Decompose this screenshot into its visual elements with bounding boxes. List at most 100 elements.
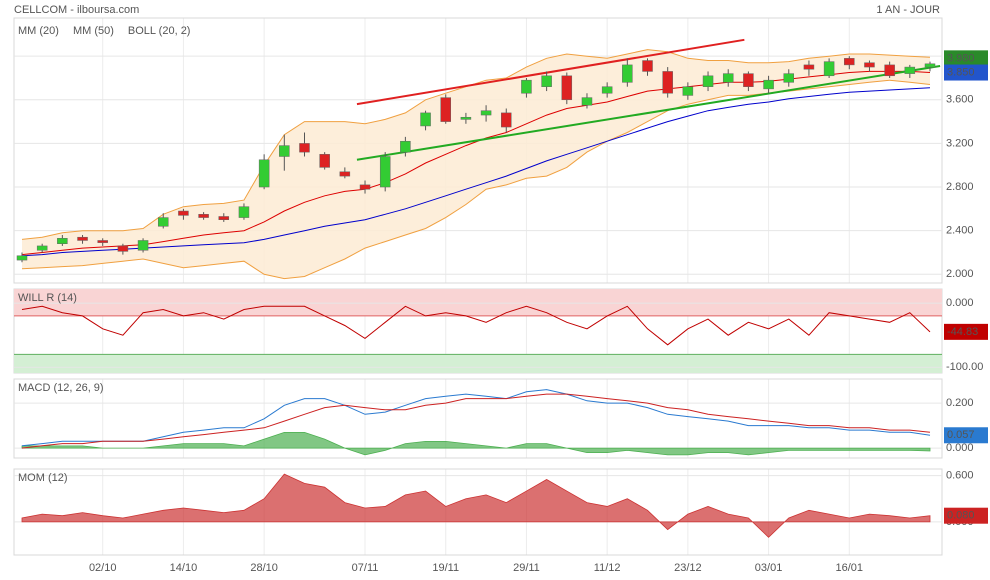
candle-body: [359, 184, 371, 190]
candle-body: [884, 64, 895, 77]
value-marker-label: 3.980: [947, 52, 975, 64]
x-tick-label: 29/11: [513, 562, 540, 574]
candle-body: [258, 159, 270, 188]
y-tick-label: 0.600: [946, 470, 974, 482]
moving-average: [21, 87, 931, 257]
candle-body: [844, 58, 855, 66]
candle-body: [137, 240, 149, 251]
period: 1 AN - JOUR: [876, 4, 940, 16]
y-tick-label: 2.400: [946, 225, 974, 237]
candle-body: [16, 255, 28, 261]
value-marker: [944, 427, 988, 444]
x-tick-label: 14/10: [170, 562, 198, 574]
x-tick-label: 19/11: [432, 562, 459, 574]
candle-body: [157, 217, 169, 227]
panel-frame: [13, 468, 943, 556]
candle-body: [783, 73, 795, 83]
candle-body: [97, 240, 108, 243]
x-tick-label: 03/01: [755, 562, 783, 574]
y-tick-label: -100.00: [946, 361, 983, 373]
x-tick-label: 28/10: [250, 562, 278, 574]
value-marker: [944, 50, 988, 67]
y-tick-label: 3.200: [946, 137, 974, 149]
candle-body: [339, 171, 351, 177]
x-tick-label: 02/10: [89, 562, 117, 574]
candle-body: [299, 143, 310, 153]
chart-title: CELLCOM - ilboursa.com: [14, 4, 139, 16]
candle-body: [642, 60, 653, 72]
indicator-line: [21, 393, 931, 449]
candle-body: [823, 61, 835, 77]
indicator-area: [21, 473, 931, 538]
candle-body: [460, 116, 472, 120]
candle-body: [561, 75, 573, 101]
candle-body: [722, 73, 734, 83]
y-tick-label: 2.800: [946, 181, 974, 193]
candle-body: [36, 245, 48, 251]
candle-body: [622, 64, 633, 83]
trendline: [356, 38, 745, 106]
candle-body: [702, 75, 714, 87]
panel-frame: [13, 17, 943, 284]
candle-body: [279, 145, 290, 157]
x-tick-label: 11/12: [594, 562, 621, 574]
y-tick-label: 0.000: [946, 297, 974, 309]
y-tick-label: 0.200: [946, 397, 974, 409]
candle-body: [77, 236, 88, 241]
y-tick-label: 2.000: [946, 268, 974, 280]
candle-body: [864, 62, 875, 68]
candle-body: [400, 140, 411, 153]
y-tick-label: 0.000: [946, 442, 974, 454]
y-tick-label: 3.600: [946, 94, 974, 106]
candle-body: [541, 75, 552, 87]
legend-entry: MM (50): [73, 25, 114, 37]
value-marker-label: 0.057: [947, 429, 975, 441]
indicator-line: [21, 389, 931, 447]
candle-body: [57, 238, 68, 244]
panel-title: MOM (12): [18, 472, 68, 484]
candle-body: [178, 210, 189, 216]
candle-body: [440, 97, 451, 122]
panel-title: MACD (12, 26, 9): [18, 382, 104, 394]
value-marker: [944, 507, 988, 524]
legend-entry: MM (20): [18, 25, 59, 37]
candle-body: [501, 112, 512, 128]
candle-body: [904, 66, 916, 74]
value-marker: [944, 64, 988, 81]
x-tick-label: 23/12: [674, 562, 702, 574]
candle-body: [601, 86, 613, 94]
candle-body: [379, 156, 391, 188]
candle-body: [480, 110, 492, 116]
candle-body: [521, 79, 532, 94]
candle-body: [319, 154, 330, 168]
x-tick-label: 07/11: [352, 562, 379, 574]
candle-body: [803, 64, 815, 70]
candle-body: [743, 73, 754, 87]
bollinger-band: [22, 49, 930, 279]
value-marker: [944, 323, 988, 340]
x-tick-label: 16/01: [836, 562, 864, 574]
panel-frame: [13, 378, 943, 459]
moving-average: [21, 70, 931, 256]
indicator-line: [21, 305, 931, 346]
candle-body: [763, 79, 774, 90]
indicator-area: [21, 431, 931, 456]
candle-body: [117, 245, 129, 252]
trendline: [356, 64, 941, 161]
candle-body: [662, 71, 673, 94]
candle-body: [420, 112, 431, 127]
zone: [14, 289, 942, 316]
candle-body: [198, 214, 209, 218]
candle-body: [682, 86, 694, 96]
candle-body: [581, 97, 593, 106]
panel-title: WILL R (14): [18, 292, 77, 304]
value-marker-label: 0.080: [947, 510, 975, 522]
candle-body: [218, 216, 230, 220]
legend-entry: BOLL (20, 2): [128, 25, 191, 37]
candle-body: [238, 206, 250, 218]
value-marker-label: 3.850: [947, 66, 975, 78]
value-marker-label: -44.83: [947, 326, 978, 338]
candle-body: [924, 63, 936, 68]
